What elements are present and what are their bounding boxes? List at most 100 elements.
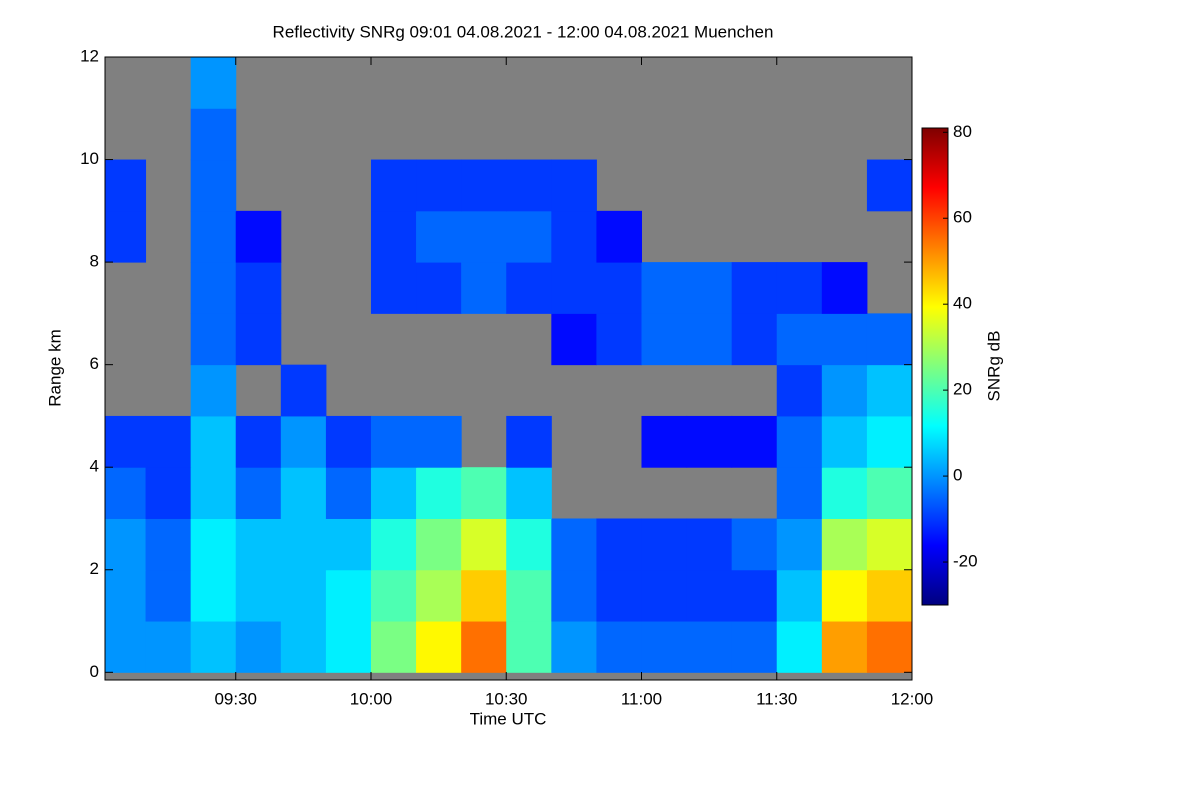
heatmap-cell xyxy=(866,313,912,366)
heatmap-cell xyxy=(506,569,552,622)
heatmap-cell xyxy=(370,210,417,263)
heatmap-cell xyxy=(235,518,282,571)
heatmap-cell xyxy=(776,415,823,468)
heatmap-cell xyxy=(506,415,552,468)
heatmap-cell xyxy=(416,262,462,314)
heatmap-cell xyxy=(105,210,147,263)
heatmap-cell xyxy=(596,210,643,263)
heatmap-cell xyxy=(821,467,868,519)
heatmap-cell xyxy=(190,57,237,109)
heatmap-cell xyxy=(235,313,282,366)
heatmap-cell xyxy=(776,518,823,571)
heatmap-cell xyxy=(190,210,237,263)
colorbar-tick-label: 0 xyxy=(953,466,962,485)
heatmap-cell xyxy=(821,262,868,314)
heatmap-cell xyxy=(731,518,778,571)
x-tick-label: 10:30 xyxy=(485,689,528,708)
heatmap-cell xyxy=(821,313,868,366)
x-tick-label: 11:00 xyxy=(621,689,662,708)
heatmap-cell xyxy=(235,467,282,519)
heatmap-cell xyxy=(145,621,192,673)
heatmap-cell xyxy=(370,159,417,212)
colorbar-tick-label: -20 xyxy=(953,552,978,571)
heatmap-cell xyxy=(145,415,192,468)
heatmap-cell xyxy=(325,467,372,519)
heatmap-cell xyxy=(596,569,643,622)
heatmap-cell xyxy=(866,159,912,212)
heatmap-cell xyxy=(776,621,823,673)
x-tick-label: 11:30 xyxy=(756,689,797,708)
heatmap-cell xyxy=(686,262,733,314)
heatmap-cell xyxy=(145,467,192,519)
chart-title: Reflectivity SNRg 09:01 04.08.2021 - 12:… xyxy=(273,22,774,41)
heatmap-cell xyxy=(325,415,372,468)
heatmap-cell xyxy=(731,415,778,468)
colorbar-tick-label: 60 xyxy=(953,208,972,227)
heatmap-cell xyxy=(776,364,823,417)
heatmap-cell xyxy=(235,262,282,314)
heatmap-cell xyxy=(105,518,147,571)
heatmap-cell xyxy=(641,262,688,314)
heatmap-cell xyxy=(416,210,462,263)
heatmap-cell xyxy=(506,518,552,571)
heatmap-cell xyxy=(641,569,688,622)
heatmap-cell xyxy=(280,415,327,468)
heatmap-cell xyxy=(190,467,237,519)
heatmap-cell xyxy=(370,415,417,468)
heatmap-cell xyxy=(866,518,912,571)
heatmap-cell xyxy=(461,210,507,263)
heatmap-cell xyxy=(641,621,688,673)
heatmap-cell xyxy=(821,364,868,417)
x-axis-label: Time UTC xyxy=(470,709,547,728)
heatmap-cell xyxy=(506,621,552,673)
y-tick-label: 12 xyxy=(80,46,99,65)
heatmap-cell xyxy=(731,313,778,366)
heatmap-cell xyxy=(776,467,823,519)
heatmap-cell xyxy=(551,159,597,212)
heatmap-cell xyxy=(686,415,733,468)
heatmap-cell xyxy=(596,621,643,673)
heatmap-cell xyxy=(105,159,147,212)
heatmap-cell xyxy=(686,518,733,571)
heatmap-cell xyxy=(821,415,868,468)
heatmap-cell xyxy=(776,569,823,622)
heatmap-cell xyxy=(416,159,462,212)
x-tick-label: 10:00 xyxy=(350,689,393,708)
heatmap-cell xyxy=(776,262,823,314)
heatmap-cell xyxy=(190,262,237,314)
colorbar xyxy=(921,127,949,606)
y-tick-label: 2 xyxy=(90,559,99,578)
heatmap-cell xyxy=(190,569,237,622)
heatmap-cell xyxy=(235,621,282,673)
heatmap-cell xyxy=(461,467,507,519)
heatmap-cell xyxy=(325,569,372,622)
colorbar-tick-label: 40 xyxy=(953,294,972,313)
heatmap-cell xyxy=(235,569,282,622)
heatmap-cell xyxy=(190,313,237,366)
x-tick-label: 12:00 xyxy=(891,689,934,708)
heatmap-cell xyxy=(641,518,688,571)
heatmap-cell xyxy=(731,262,778,314)
heatmap-cell xyxy=(235,415,282,468)
heatmap-cell xyxy=(190,159,237,212)
heatmap-cell xyxy=(776,313,823,366)
heatmap-cell xyxy=(190,108,237,161)
heatmap-cell xyxy=(551,621,597,673)
heatmap-cell xyxy=(821,518,868,571)
heatmap-cell xyxy=(280,467,327,519)
heatmap-cell xyxy=(641,415,688,468)
y-tick-label: 4 xyxy=(90,457,99,476)
y-tick-label: 6 xyxy=(90,354,99,373)
heatmap-cell xyxy=(821,621,868,673)
heatmap-cell xyxy=(280,569,327,622)
heatmap-cell xyxy=(370,569,417,622)
heatmap-cell xyxy=(145,569,192,622)
heatmap-cell xyxy=(461,262,507,314)
x-tick-label: 09:30 xyxy=(214,689,257,708)
colorbar-tick-label: 80 xyxy=(953,122,972,141)
heatmap-cell xyxy=(370,262,417,314)
heatmap-cell xyxy=(105,467,147,519)
heatmap-cell xyxy=(190,415,237,468)
heatmap-cell xyxy=(686,569,733,622)
